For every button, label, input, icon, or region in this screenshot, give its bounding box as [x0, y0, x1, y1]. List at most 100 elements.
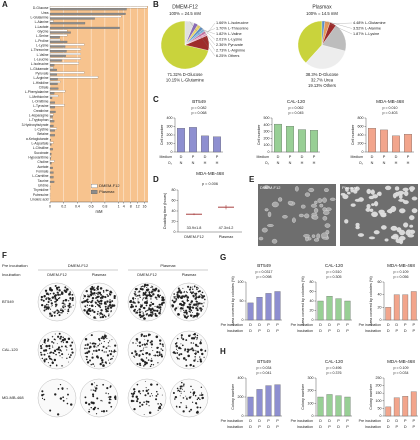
cell [371, 203, 375, 206]
colony [50, 302, 53, 305]
colony [68, 302, 71, 306]
pie-value-label: 1.82% [216, 32, 227, 36]
colony [84, 310, 86, 312]
colony [58, 351, 61, 354]
colony [173, 300, 176, 304]
colony [67, 312, 69, 314]
colony [69, 297, 72, 300]
bar [256, 389, 263, 417]
colony [91, 393, 95, 396]
bar [177, 128, 185, 153]
pie-value-label: 4.48% [353, 21, 364, 25]
colony [188, 410, 191, 413]
colony [190, 385, 192, 388]
colony [159, 339, 162, 342]
colony [159, 308, 162, 311]
bar [410, 391, 417, 417]
pie-category-label: D-Glucose [319, 72, 339, 77]
y-tick-label: 80 [172, 188, 176, 192]
colony [139, 350, 142, 352]
cell [321, 232, 329, 238]
cell [402, 187, 409, 192]
cell [278, 197, 283, 202]
colony [187, 354, 190, 358]
bar [49, 78, 58, 81]
category-label: P [383, 155, 386, 159]
category-label: P [192, 155, 195, 159]
colony [109, 304, 111, 307]
colony [113, 296, 116, 300]
row-label: Incubation [365, 329, 381, 333]
colony [58, 332, 61, 335]
colony [104, 315, 107, 318]
category-label: P [404, 419, 407, 423]
colony [105, 310, 108, 313]
y-tick-label: 60 [378, 280, 382, 284]
colony [192, 334, 194, 336]
bar [49, 138, 51, 141]
colony [146, 296, 148, 299]
colony [182, 300, 184, 303]
pie-value-label: 1.66% [216, 21, 227, 25]
colony [157, 409, 159, 411]
colony [96, 289, 98, 291]
colony [53, 358, 57, 362]
pie-category-label: Others [323, 83, 336, 88]
colony [184, 314, 186, 316]
colony [143, 335, 146, 338]
pie-value-label: 2.73% [216, 49, 227, 53]
colony [112, 355, 114, 357]
colony [48, 304, 50, 306]
colony [187, 334, 191, 338]
bar [49, 106, 55, 109]
bar [402, 294, 409, 321]
colony [91, 299, 94, 302]
panel-letter: G [220, 253, 226, 262]
colony [44, 342, 46, 344]
cell [368, 236, 376, 240]
bar [344, 300, 351, 321]
colony [147, 400, 150, 403]
colony [94, 342, 97, 345]
y-tick-label: 0 [174, 230, 176, 234]
colony [184, 294, 188, 297]
panel-letter: H [220, 347, 226, 356]
colony [66, 349, 68, 351]
bar [380, 129, 388, 153]
colony [93, 292, 96, 295]
colony [196, 398, 199, 401]
colony [90, 389, 92, 391]
colony [96, 299, 99, 302]
bar [49, 80, 61, 83]
colony [100, 342, 103, 344]
colony [104, 305, 107, 308]
colony [96, 356, 99, 359]
colony [89, 345, 92, 349]
colony [143, 365, 145, 367]
category-label: D [404, 425, 407, 429]
colony [54, 333, 56, 335]
colony [66, 388, 68, 390]
colony [50, 314, 54, 317]
annotation: p = 0.109 [393, 270, 408, 274]
colony [46, 296, 48, 298]
category-label: DMEM-F12 [184, 235, 203, 239]
colony [139, 405, 141, 408]
colony [184, 290, 186, 292]
colony [89, 304, 91, 307]
colony [57, 311, 60, 314]
category-label: L-Cystine [35, 128, 49, 132]
colony [67, 337, 71, 341]
y-tick-label: 300 [167, 124, 173, 128]
colony [52, 346, 54, 348]
colony [203, 302, 205, 304]
colony [197, 287, 199, 289]
colony [195, 315, 197, 317]
leader-line [333, 22, 353, 24]
colony [129, 299, 132, 302]
colony [94, 386, 96, 388]
colony [108, 401, 111, 404]
colony [56, 348, 60, 351]
colony [111, 350, 113, 353]
colony [145, 389, 148, 393]
